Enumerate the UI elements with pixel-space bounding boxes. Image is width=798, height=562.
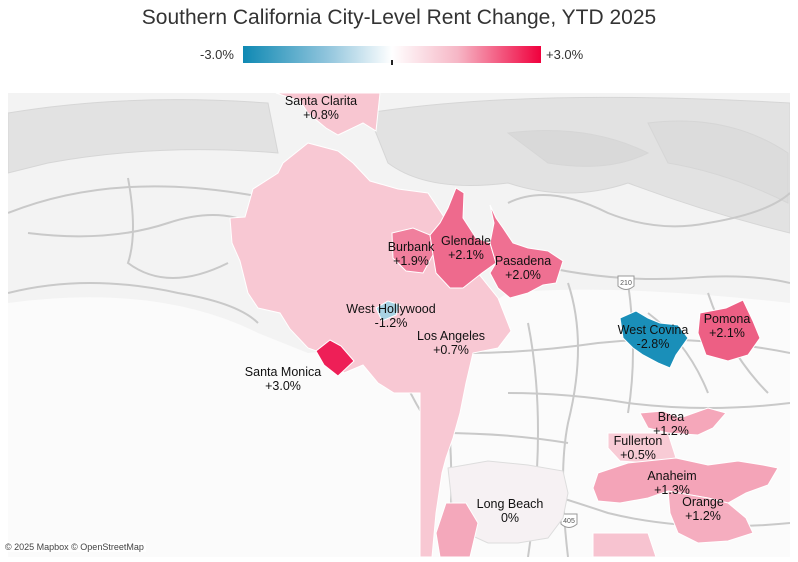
city-label-anaheim: Anaheim (647, 469, 696, 483)
legend-color-bar (243, 46, 541, 63)
city-region-anaheim[interactable] (592, 457, 779, 504)
city-labels: Santa Clarita +0.8% Glendale +2.1% Burba… (245, 94, 751, 525)
city-region-west-hollywood[interactable] (375, 300, 401, 322)
city-region-pasadena[interactable] (489, 204, 564, 299)
city-label-orange: Orange (682, 495, 724, 509)
color-legend: -3.0% +3.0% (0, 44, 798, 68)
city-label-santa-clarita: Santa Clarita (285, 94, 357, 108)
city-polygons (229, 92, 779, 558)
map-canvas[interactable]: 210 405 Santa Clarita +0.8% Glendale +2.… (7, 92, 791, 558)
city-label-fullerton: Fullerton (614, 434, 663, 448)
city-label-pomona: Pomona (704, 312, 751, 326)
city-region-brea[interactable] (639, 407, 727, 436)
city-label-west-covina: West Covina (618, 323, 689, 337)
city-value-long-beach: 0% (501, 511, 519, 525)
city-value-fullerton: +0.5% (620, 448, 656, 462)
highway-shield-210: 210 (617, 275, 635, 290)
city-value-pomona: +2.1% (709, 326, 745, 340)
city-label-pasadena: Pasadena (495, 254, 551, 268)
mountain-terrain (7, 96, 791, 234)
city-region-pomona[interactable] (697, 299, 761, 362)
map-attribution[interactable]: © 2025 Mapbox © OpenStreetMap (3, 542, 146, 552)
city-value-west-covina: -2.8% (637, 337, 670, 351)
svg-text:210: 210 (620, 280, 632, 287)
city-value-santa-monica: +3.0% (265, 379, 301, 393)
city-label-glendale: Glendale (441, 234, 491, 248)
legend-max-label: +3.0% (546, 47, 584, 62)
city-region-glendale[interactable] (429, 187, 497, 289)
city-label-burbank: Burbank (388, 240, 435, 254)
map-title: Southern California City-Level Rent Chan… (141, 6, 657, 29)
city-region-small-se (592, 532, 657, 558)
legend-min-label: -3.0% (200, 47, 234, 62)
city-label-west-hollywood: West Hollywood (346, 302, 435, 316)
city-region-west-covina[interactable] (619, 310, 689, 369)
city-value-anaheim: +1.3% (654, 483, 690, 497)
legend-zero-tick (391, 60, 393, 65)
city-value-burbank: +1.9% (393, 254, 429, 268)
city-value-brea: +1.2% (653, 424, 689, 438)
city-region-burbank[interactable] (391, 227, 435, 274)
city-region-orange[interactable] (667, 490, 754, 544)
city-region-santa-monica[interactable] (315, 339, 355, 377)
city-label-santa-monica: Santa Monica (245, 365, 321, 379)
svg-text:405: 405 (563, 518, 575, 525)
city-label-brea: Brea (658, 410, 684, 424)
city-value-santa-clarita: +0.8% (303, 108, 339, 122)
city-value-glendale: +2.1% (448, 248, 484, 262)
city-region-santa-clarita[interactable] (275, 92, 381, 136)
city-value-orange: +1.2% (685, 509, 721, 523)
city-value-pasadena: +2.0% (505, 268, 541, 282)
city-value-west-hollywood: -1.2% (375, 316, 408, 330)
city-label-los-angeles: Los Angeles (417, 329, 485, 343)
city-value-los-angeles: +0.7% (433, 343, 469, 357)
highway-shield-405: 405 (560, 513, 578, 528)
city-label-long-beach: Long Beach (477, 497, 544, 511)
